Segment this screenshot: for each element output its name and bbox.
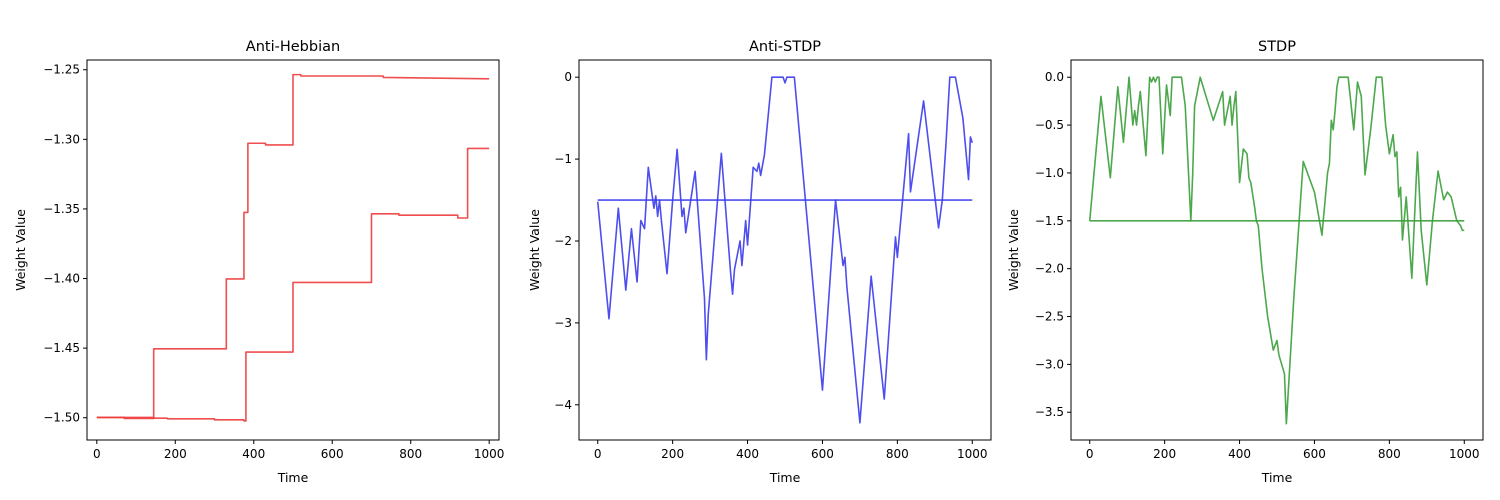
y-tick-label: −1 xyxy=(554,152,572,166)
x-tick-label: 800 xyxy=(886,447,909,461)
x-axis-label: Time xyxy=(1261,470,1293,485)
subplot-stdp: STDP Time Weight Value 0 200 400 600 800 1000… xyxy=(1006,39,1484,485)
y-tick-label: 0 xyxy=(564,70,572,84)
y-axis-label: Weight Value xyxy=(527,209,542,291)
y-tick-label: −1.30 xyxy=(43,132,80,146)
y-tick-label: −4 xyxy=(554,398,572,412)
y-tick-label: 0.0 xyxy=(1045,70,1064,84)
plot-frame xyxy=(578,59,992,441)
y-axis-label: Weight Value xyxy=(1006,209,1021,291)
x-tick-label: 600 xyxy=(1303,447,1326,461)
y-tick-label: −1.5 xyxy=(1035,214,1064,228)
subplot-anti-stdp: Anti-STDP Time Weight Value 0 200 400 600 80… xyxy=(527,39,992,485)
y-tick-label: −3 xyxy=(554,316,572,330)
y-tick-label: −2.0 xyxy=(1035,262,1064,276)
x-axis-label: Time xyxy=(769,470,801,485)
x-tick-label: 600 xyxy=(321,447,344,461)
series-line-2 xyxy=(596,76,974,424)
y-tick-label: −1.45 xyxy=(43,341,80,355)
x-tick-label: 0 xyxy=(1086,447,1094,461)
y-tick-label: −1.40 xyxy=(43,272,80,286)
x-tick-label: 1000 xyxy=(957,447,988,461)
y-tick-label: −1.35 xyxy=(43,202,80,216)
y-tick-label: −1.25 xyxy=(43,63,80,77)
plot-frame xyxy=(1070,59,1484,441)
x-tick-label: 800 xyxy=(1378,447,1401,461)
x-tick-label: 400 xyxy=(1228,447,1251,461)
series-line-2 xyxy=(1088,76,1465,425)
x-tick-label: 400 xyxy=(736,447,759,461)
y-tick-label: −0.5 xyxy=(1035,118,1064,132)
y-axis-label: Weight Value xyxy=(13,209,28,291)
x-tick-label: 0 xyxy=(594,447,602,461)
x-tick-label: 400 xyxy=(242,447,265,461)
y-tick-label: −3.0 xyxy=(1035,357,1064,371)
subplot-anti-hebbian: Anti-Hebbian Time Weight Value 0 200 400 60… xyxy=(13,39,504,485)
series-line-1 xyxy=(96,73,490,420)
chart-title: STDP xyxy=(1258,39,1296,55)
x-axis-label: Time xyxy=(277,470,309,485)
y-tick-label: −2 xyxy=(554,234,572,248)
x-tick-label: 200 xyxy=(1153,447,1176,461)
x-tick-label: 800 xyxy=(399,447,422,461)
plot-frame xyxy=(86,59,500,441)
y-tick-label: −1.0 xyxy=(1035,166,1064,180)
y-tick-label: −2.5 xyxy=(1035,310,1064,324)
x-tick-label: 0 xyxy=(93,447,101,461)
chart-title: Anti-STDP xyxy=(749,39,821,55)
x-tick-label: 1000 xyxy=(474,447,505,461)
series-line-2 xyxy=(96,147,490,422)
x-tick-label: 1000 xyxy=(1449,447,1480,461)
y-tick-label: −3.5 xyxy=(1035,405,1064,419)
chart-title: Anti-Hebbian xyxy=(246,39,340,55)
x-tick-label: 200 xyxy=(164,447,187,461)
y-tick-label: −1.50 xyxy=(43,411,80,425)
x-tick-label: 600 xyxy=(811,447,834,461)
x-tick-label: 200 xyxy=(661,447,684,461)
